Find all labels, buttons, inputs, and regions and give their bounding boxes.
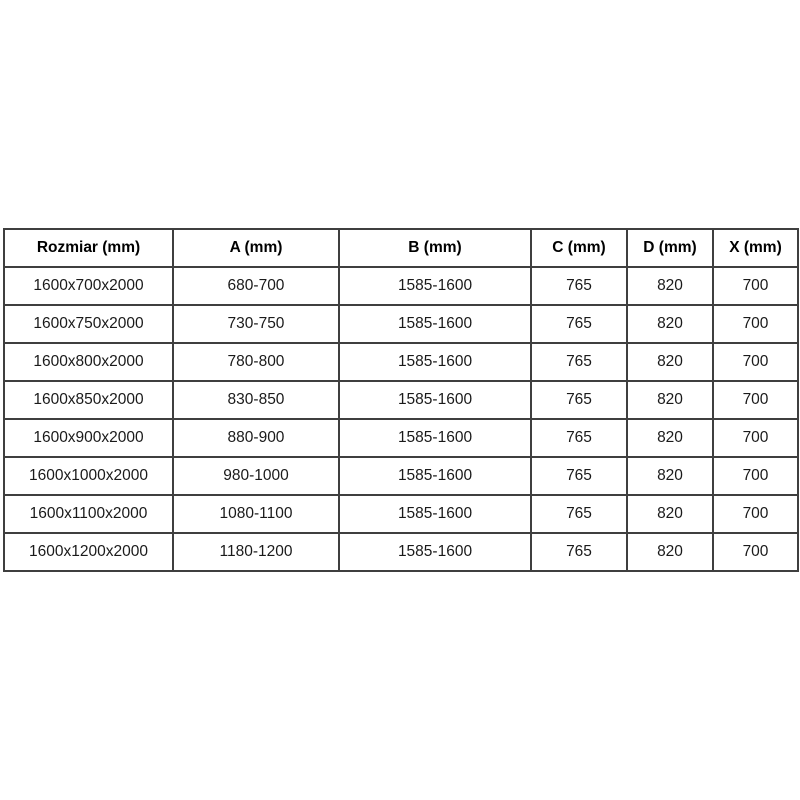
header-row: Rozmiar (mm) A (mm) B (mm) C (mm) D (mm)… <box>3 228 799 268</box>
cell-a: 880-900 <box>172 418 340 458</box>
cell-rozmiar: 1600x750x2000 <box>3 304 174 344</box>
cell-c: 765 <box>530 418 628 458</box>
cell-rozmiar: 1600x900x2000 <box>3 418 174 458</box>
cell-b: 1585-1600 <box>338 380 532 420</box>
cell-c: 765 <box>530 304 628 344</box>
cell-a: 830-850 <box>172 380 340 420</box>
cell-d: 820 <box>626 456 714 496</box>
cell-b: 1585-1600 <box>338 532 532 572</box>
cell-c: 765 <box>530 494 628 534</box>
cell-x: 700 <box>712 304 799 344</box>
cell-x: 700 <box>712 532 799 572</box>
cell-b: 1585-1600 <box>338 342 532 382</box>
cell-rozmiar: 1600x1000x2000 <box>3 456 174 496</box>
cell-c: 765 <box>530 380 628 420</box>
cell-x: 700 <box>712 456 799 496</box>
size-spec-table: Rozmiar (mm) A (mm) B (mm) C (mm) D (mm)… <box>3 228 799 572</box>
table-row: 1600x750x2000 730-750 1585-1600 765 820 … <box>3 304 799 344</box>
cell-rozmiar: 1600x1200x2000 <box>3 532 174 572</box>
column-header-c: C (mm) <box>530 228 628 268</box>
table-row: 1600x1000x2000 980-1000 1585-1600 765 82… <box>3 456 799 496</box>
column-header-rozmiar: Rozmiar (mm) <box>3 228 174 268</box>
table-row: 1600x700x2000 680-700 1585-1600 765 820 … <box>3 266 799 306</box>
cell-d: 820 <box>626 418 714 458</box>
cell-b: 1585-1600 <box>338 456 532 496</box>
table-row: 1600x800x2000 780-800 1585-1600 765 820 … <box>3 342 799 382</box>
cell-x: 700 <box>712 342 799 382</box>
cell-c: 765 <box>530 532 628 572</box>
cell-x: 700 <box>712 380 799 420</box>
cell-a: 780-800 <box>172 342 340 382</box>
cell-a: 1080-1100 <box>172 494 340 534</box>
cell-x: 700 <box>712 266 799 306</box>
table-row: 1600x900x2000 880-900 1585-1600 765 820 … <box>3 418 799 458</box>
cell-a: 1180-1200 <box>172 532 340 572</box>
column-header-a: A (mm) <box>172 228 340 268</box>
cell-x: 700 <box>712 494 799 534</box>
cell-d: 820 <box>626 266 714 306</box>
cell-d: 820 <box>626 342 714 382</box>
table-row: 1600x850x2000 830-850 1585-1600 765 820 … <box>3 380 799 420</box>
cell-b: 1585-1600 <box>338 494 532 534</box>
table-row: 1600x1100x2000 1080-1100 1585-1600 765 8… <box>3 494 799 534</box>
cell-c: 765 <box>530 342 628 382</box>
cell-c: 765 <box>530 456 628 496</box>
cell-a: 980-1000 <box>172 456 340 496</box>
cell-d: 820 <box>626 494 714 534</box>
cell-rozmiar: 1600x850x2000 <box>3 380 174 420</box>
size-spec-table-container: Rozmiar (mm) A (mm) B (mm) C (mm) D (mm)… <box>3 228 799 572</box>
table-row: 1600x1200x2000 1180-1200 1585-1600 765 8… <box>3 532 799 572</box>
cell-c: 765 <box>530 266 628 306</box>
cell-rozmiar: 1600x800x2000 <box>3 342 174 382</box>
cell-x: 700 <box>712 418 799 458</box>
column-header-x: X (mm) <box>712 228 799 268</box>
cell-b: 1585-1600 <box>338 266 532 306</box>
cell-b: 1585-1600 <box>338 418 532 458</box>
cell-rozmiar: 1600x1100x2000 <box>3 494 174 534</box>
column-header-d: D (mm) <box>626 228 714 268</box>
cell-b: 1585-1600 <box>338 304 532 344</box>
column-header-b: B (mm) <box>338 228 532 268</box>
cell-d: 820 <box>626 532 714 572</box>
cell-d: 820 <box>626 380 714 420</box>
cell-d: 820 <box>626 304 714 344</box>
cell-a: 680-700 <box>172 266 340 306</box>
cell-rozmiar: 1600x700x2000 <box>3 266 174 306</box>
cell-a: 730-750 <box>172 304 340 344</box>
